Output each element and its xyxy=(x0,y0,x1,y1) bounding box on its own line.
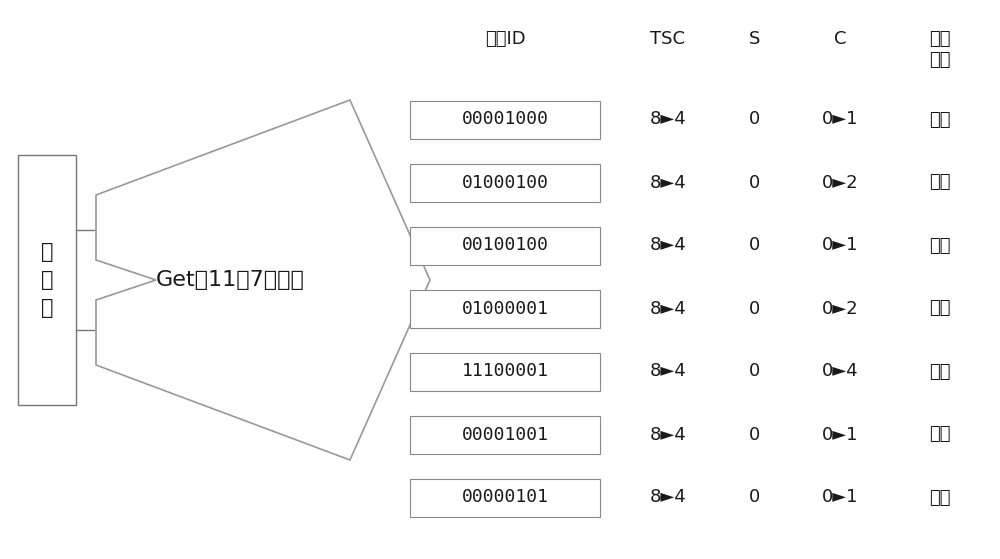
Bar xyxy=(410,479,600,517)
Bar xyxy=(410,290,600,328)
Text: 00001000: 00001000 xyxy=(462,111,548,129)
Text: 应答: 应答 xyxy=(929,173,951,192)
Text: 0►2: 0►2 xyxy=(822,173,858,192)
Text: 00001001: 00001001 xyxy=(462,425,548,443)
Text: 00000101: 00000101 xyxy=(462,489,548,506)
Text: 0: 0 xyxy=(749,173,761,192)
Text: 0: 0 xyxy=(749,489,761,506)
Text: 应答: 应答 xyxy=(929,300,951,318)
Text: 8►4: 8►4 xyxy=(650,489,686,506)
Text: 8►4: 8►4 xyxy=(650,173,686,192)
Text: 01000001: 01000001 xyxy=(462,300,548,318)
Text: 应答: 应答 xyxy=(929,489,951,506)
Text: 应答: 应答 xyxy=(929,111,951,129)
Text: 阅
读
器: 阅 读 器 xyxy=(41,242,53,318)
Text: 0►1: 0►1 xyxy=(822,111,858,129)
Text: 0►1: 0►1 xyxy=(822,236,858,254)
Text: 8►4: 8►4 xyxy=(650,300,686,318)
Text: 01000100: 01000100 xyxy=(462,173,548,192)
Text: TSC: TSC xyxy=(650,30,686,48)
Text: 0: 0 xyxy=(749,111,761,129)
Text: 11100001: 11100001 xyxy=(462,362,548,381)
Text: 应答
情况: 应答 情况 xyxy=(929,30,951,69)
Text: C: C xyxy=(834,30,846,48)
Text: 0: 0 xyxy=(749,300,761,318)
Text: 0►1: 0►1 xyxy=(822,425,858,443)
Text: 0►4: 0►4 xyxy=(822,362,858,381)
Bar xyxy=(18,155,76,405)
Text: 应答: 应答 xyxy=(929,236,951,254)
Polygon shape xyxy=(96,100,430,460)
Text: 8►4: 8►4 xyxy=(650,362,686,381)
Text: 0: 0 xyxy=(749,425,761,443)
Text: 0►2: 0►2 xyxy=(822,300,858,318)
Text: 0: 0 xyxy=(749,236,761,254)
Text: 0►1: 0►1 xyxy=(822,489,858,506)
Bar xyxy=(410,415,600,453)
Bar xyxy=(410,353,600,391)
Text: S: S xyxy=(749,30,761,48)
Bar xyxy=(410,163,600,201)
Text: 应答: 应答 xyxy=(929,425,951,443)
Text: 8►4: 8►4 xyxy=(650,111,686,129)
Text: 标签ID: 标签ID xyxy=(485,30,525,48)
Bar xyxy=(410,226,600,264)
Text: Get（11，7）指令: Get（11，7）指令 xyxy=(156,270,304,290)
Text: 0: 0 xyxy=(749,362,761,381)
Text: 8►4: 8►4 xyxy=(650,425,686,443)
Bar xyxy=(410,101,600,139)
Text: 应答: 应答 xyxy=(929,362,951,381)
Text: 00100100: 00100100 xyxy=(462,236,548,254)
Text: 8►4: 8►4 xyxy=(650,236,686,254)
